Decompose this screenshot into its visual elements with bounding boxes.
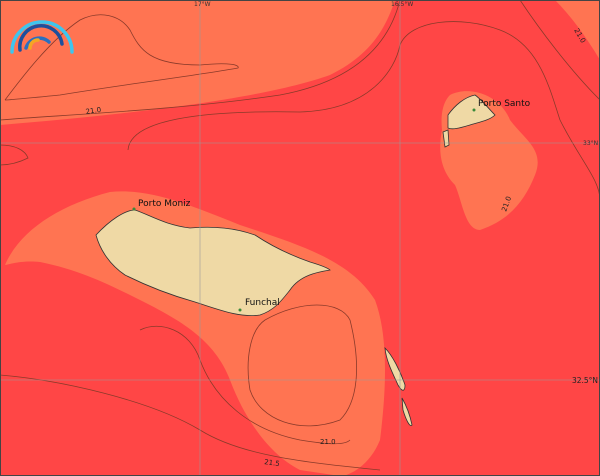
contour-label: 21.0 (320, 438, 336, 446)
lon-label-17w: 17°W (194, 1, 211, 8)
contour-label: 21.5 (264, 458, 281, 468)
lat-label-32-5n: 32.5°N (572, 376, 598, 385)
porto-santo-marker (472, 108, 476, 112)
porto-moniz-marker (132, 207, 136, 211)
madeira-island (95, 209, 331, 317)
rainbow-arcs-logo-icon (10, 20, 74, 54)
porto-santo-island (447, 94, 496, 130)
lon-label-16-5w: 16.5°W (391, 1, 413, 8)
lat-label-33n: 33°N (583, 140, 598, 147)
place-porto-moniz: Porto Moniz (138, 199, 191, 209)
contour-label: 21.0 (85, 106, 102, 116)
place-porto-santo: Porto Santo (478, 99, 531, 109)
warm-region-north (0, 0, 395, 125)
desertas-islands (384, 346, 413, 427)
funchal-marker (238, 308, 242, 312)
warm-region-northeast (555, 0, 600, 60)
place-funchal: Funchal (245, 298, 280, 308)
